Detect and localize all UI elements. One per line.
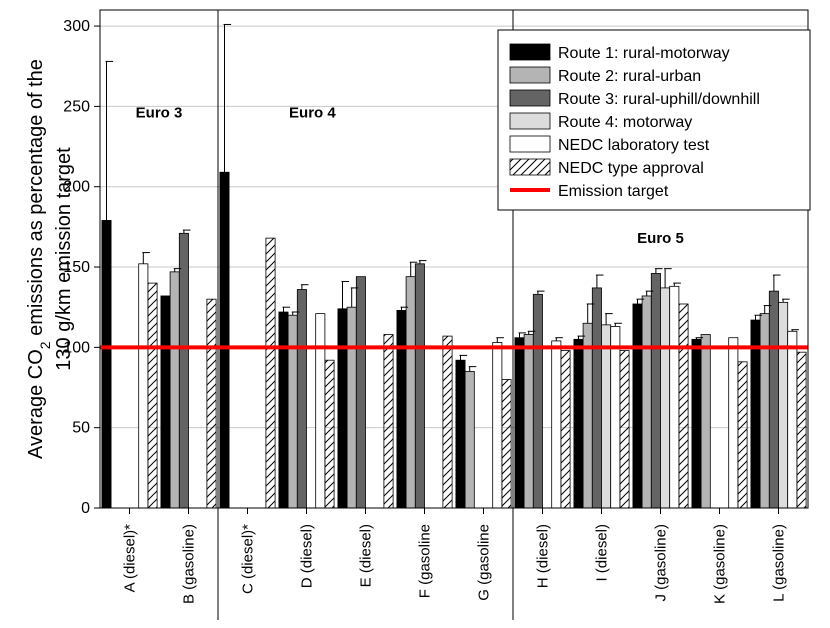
y-axis-label-line2: 130 g/km emission target bbox=[53, 147, 75, 371]
bar bbox=[582, 322, 593, 509]
y-tick-label: 50 bbox=[72, 420, 90, 437]
x-tick-label: A (diesel)* bbox=[122, 524, 139, 593]
bar bbox=[219, 171, 230, 509]
bar bbox=[778, 301, 789, 509]
bar bbox=[501, 379, 512, 509]
bar bbox=[346, 306, 357, 509]
bar bbox=[573, 338, 584, 509]
legend: Route 1: rural-motorway Route 2: rural-ur… bbox=[497, 29, 811, 211]
legend-label: Route 4: motorway bbox=[558, 114, 692, 131]
bar bbox=[650, 273, 661, 509]
x-tick-label: J (gasoline) bbox=[653, 524, 670, 602]
bar bbox=[560, 350, 571, 509]
bar bbox=[442, 335, 453, 509]
bar bbox=[691, 338, 702, 509]
bar bbox=[796, 351, 807, 509]
bar bbox=[641, 295, 652, 509]
bars bbox=[101, 171, 807, 509]
bar bbox=[523, 334, 534, 509]
y-tick-label: 200 bbox=[63, 179, 90, 196]
y-tick-label: 250 bbox=[63, 98, 90, 115]
bar bbox=[315, 313, 326, 509]
era-label: Euro 4 bbox=[289, 105, 336, 122]
bar bbox=[337, 308, 348, 509]
x-tick-label: L (gasoline) bbox=[771, 524, 788, 602]
x-tick-label: D (diesel) bbox=[299, 524, 316, 588]
x-tick-label: E (diesel) bbox=[358, 524, 375, 587]
bar bbox=[514, 337, 525, 509]
bar bbox=[532, 293, 543, 509]
bar bbox=[169, 271, 180, 509]
bar bbox=[464, 371, 475, 509]
bar bbox=[610, 326, 621, 509]
bar bbox=[619, 350, 630, 509]
bar bbox=[632, 303, 643, 509]
bar bbox=[455, 359, 466, 509]
bar bbox=[700, 334, 711, 509]
bar bbox=[160, 295, 171, 509]
bar bbox=[324, 359, 335, 509]
bar bbox=[178, 232, 189, 509]
legend-swatch bbox=[509, 135, 551, 153]
legend-swatch bbox=[509, 43, 551, 61]
era-label: Euro 3 bbox=[136, 105, 183, 122]
bar bbox=[355, 276, 366, 509]
bar bbox=[296, 289, 307, 509]
bar bbox=[265, 237, 276, 509]
bar bbox=[138, 263, 149, 509]
bar bbox=[287, 314, 298, 509]
bar bbox=[405, 276, 416, 509]
plot-frame bbox=[99, 9, 809, 509]
x-tick-label: B (gasoline) bbox=[181, 524, 198, 604]
y-tick-label: 0 bbox=[81, 500, 90, 517]
bar bbox=[278, 311, 289, 509]
era-labels: Euro 3 Euro 4 Euro 5 bbox=[136, 105, 684, 247]
legend-label: Route 3: rural-uphill/downhill bbox=[558, 91, 760, 108]
legend-swatch bbox=[509, 66, 551, 84]
y-tick-label: 150 bbox=[63, 259, 90, 276]
y-axis-label-line1: Average CO2 emissions as percentage of t… bbox=[25, 59, 53, 459]
bar bbox=[759, 313, 770, 509]
y-tick-label: 300 bbox=[63, 18, 90, 35]
bar bbox=[678, 303, 689, 509]
x-tick-label: C (diesel)* bbox=[240, 524, 257, 594]
legend-label: Emission target bbox=[558, 183, 669, 200]
x-tick-label: I (diesel) bbox=[594, 524, 611, 582]
legend-swatch bbox=[509, 112, 551, 130]
bar bbox=[147, 282, 158, 509]
bar bbox=[591, 287, 602, 509]
bar bbox=[396, 310, 407, 509]
error-bars bbox=[105, 23, 799, 372]
bar bbox=[492, 342, 503, 509]
bar bbox=[728, 337, 739, 509]
x-tick-label: K (gasoline) bbox=[712, 524, 729, 604]
y-tick-label: 100 bbox=[63, 339, 90, 356]
legend-swatch bbox=[509, 158, 551, 176]
bar bbox=[768, 290, 779, 509]
bar bbox=[101, 220, 112, 509]
legend-label: Route 2: rural-urban bbox=[558, 68, 701, 85]
bar bbox=[414, 263, 425, 509]
x-axis-labels: A (diesel)* B (gasoline) C (diesel)* D (die… bbox=[122, 508, 788, 604]
legend-label: NEDC type approval bbox=[558, 160, 704, 177]
bar bbox=[383, 334, 394, 509]
era-label: Euro 5 bbox=[637, 230, 684, 247]
legend-swatch bbox=[509, 89, 551, 107]
y-axis-ticks: 0 50 100 150 200 250 300 bbox=[63, 18, 100, 517]
bar bbox=[787, 330, 798, 509]
bar bbox=[206, 298, 217, 509]
bar bbox=[551, 340, 562, 509]
bar bbox=[737, 361, 748, 509]
legend-label: Route 1: rural-motorway bbox=[558, 45, 730, 62]
x-tick-label: G (gasoline bbox=[476, 524, 493, 601]
x-tick-label: H (diesel) bbox=[535, 524, 552, 588]
bar bbox=[669, 285, 680, 509]
x-tick-label: F (gasoline bbox=[417, 524, 434, 598]
bar bbox=[660, 287, 671, 509]
bar bbox=[601, 324, 612, 509]
legend-label: NEDC laboratory test bbox=[558, 137, 710, 154]
